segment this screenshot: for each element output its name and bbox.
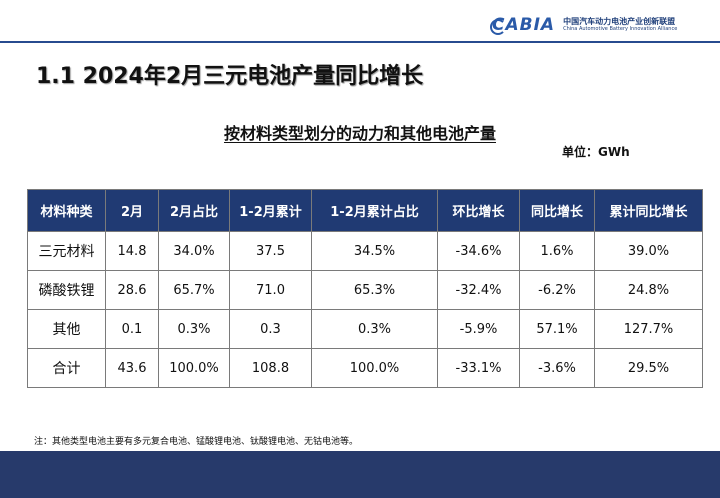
- table-cell: -32.4%: [437, 270, 520, 310]
- table-cell: 127.7%: [594, 309, 703, 349]
- table-cell: 29.5%: [594, 348, 703, 388]
- cabia-logo: CABIA 中国汽车动力电池产业创新联盟 China Automotive Ba…: [489, 12, 716, 38]
- material-name-cell: 磷酸铁锂: [27, 270, 106, 310]
- footer-band: [0, 451, 720, 498]
- table-cell: 0.1: [105, 309, 159, 349]
- header-cell: 同比增长: [519, 189, 595, 232]
- logo-text: 中国汽车动力电池产业创新联盟 China Automotive Battery …: [563, 16, 678, 32]
- header-divider: [0, 41, 720, 43]
- table-cell: 0.3%: [311, 309, 438, 349]
- table-cell: -3.6%: [519, 348, 595, 388]
- table-cell: 28.6: [105, 270, 159, 310]
- table-cell: -34.6%: [437, 231, 520, 271]
- org-name-en: China Automotive Battery Innovation Alli…: [563, 25, 678, 32]
- page-title: 1.1 2024年2月三元电池产量同比增长: [36, 64, 424, 89]
- table-cell: -5.9%: [437, 309, 520, 349]
- logo-mark: CABIA: [489, 15, 556, 35]
- header-cell: 1-2月累计: [229, 189, 312, 232]
- table-header-row: 材料种类 2月 2月占比 1-2月累计 1-2月累计占比 环比增长 同比增长 累…: [27, 189, 703, 232]
- table-row: 三元材料 14.8 34.0% 37.5 34.5% -34.6% 1.6% 3…: [27, 231, 703, 271]
- table-cell: 37.5: [229, 231, 312, 271]
- header-cell: 材料种类: [27, 189, 106, 232]
- table-cell: 24.8%: [594, 270, 703, 310]
- table-row: 其他 0.1 0.3% 0.3 0.3% -5.9% 57.1% 127.7%: [27, 309, 703, 349]
- table-cell: 43.6: [105, 348, 159, 388]
- footnote: 注：其他类型电池主要有多元复合电池、锰酸锂电池、钛酸锂电池、无钴电池等。: [34, 437, 359, 447]
- table-cell: 108.8: [229, 348, 312, 388]
- header-cell: 环比增长: [437, 189, 520, 232]
- table-row: 合计 43.6 100.0% 108.8 100.0% -33.1% -3.6%…: [27, 348, 703, 388]
- table-cell: -33.1%: [437, 348, 520, 388]
- unit-label: 单位：GWh: [562, 145, 630, 159]
- table-cell: 100.0%: [311, 348, 438, 388]
- battery-output-table: 材料种类 2月 2月占比 1-2月累计 1-2月累计占比 环比增长 同比增长 累…: [27, 189, 703, 388]
- table-cell: 57.1%: [519, 309, 595, 349]
- header-cell: 1-2月累计占比: [311, 189, 438, 232]
- table-cell: 14.8: [105, 231, 159, 271]
- table-subtitle: 按材料类型划分的动力和其他电池产量: [223, 124, 496, 143]
- table-cell: -6.2%: [519, 270, 595, 310]
- table-cell: 34.5%: [311, 231, 438, 271]
- material-name-cell: 其他: [27, 309, 106, 349]
- table-cell: 65.3%: [311, 270, 438, 310]
- table-cell: 34.0%: [158, 231, 230, 271]
- table-cell: 1.6%: [519, 231, 595, 271]
- org-name-cn: 中国汽车动力电池产业创新联盟: [563, 16, 676, 26]
- table-cell: 100.0%: [158, 348, 230, 388]
- table-cell: 39.0%: [594, 231, 703, 271]
- table-cell: 0.3%: [158, 309, 230, 349]
- header-cell: 2月占比: [158, 189, 230, 232]
- header-cell: 累计同比增长: [594, 189, 703, 232]
- material-name-cell: 三元材料: [27, 231, 106, 271]
- table-cell: 71.0: [229, 270, 312, 310]
- table-row: 磷酸铁锂 28.6 65.7% 71.0 65.3% -32.4% -6.2% …: [27, 270, 703, 310]
- material-name-cell: 合计: [27, 348, 106, 388]
- table-cell: 0.3: [229, 309, 312, 349]
- header-cell: 2月: [105, 189, 159, 232]
- table-cell: 65.7%: [158, 270, 230, 310]
